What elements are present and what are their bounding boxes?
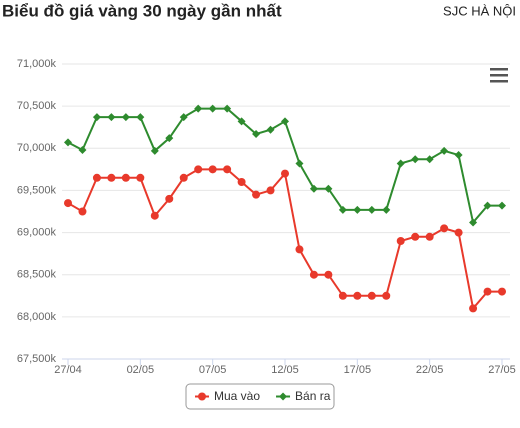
y-tick-label: 70,500k: [17, 100, 57, 112]
point: [498, 287, 506, 296]
point: [121, 173, 130, 182]
point: [194, 104, 203, 113]
point: [121, 113, 130, 122]
point: [266, 125, 275, 134]
point: [237, 117, 246, 126]
point: [324, 270, 333, 279]
point: [382, 291, 391, 300]
point: [136, 113, 145, 122]
point: [454, 151, 463, 160]
point: [411, 232, 420, 241]
point: [165, 194, 174, 203]
point: [295, 245, 304, 254]
menu-bar: [490, 68, 508, 71]
point: [309, 184, 318, 193]
point: [498, 201, 506, 210]
point: [396, 237, 405, 245]
point: [223, 104, 232, 113]
point: [338, 291, 347, 300]
point: [281, 169, 289, 178]
point: [136, 173, 145, 182]
x-tick-label: 17/05: [344, 364, 372, 376]
point: [92, 113, 101, 122]
legend-item[interactable]: Mua vào: [195, 389, 260, 403]
chart-title: Biểu đồ giá vàng 30 ngày gần nhất: [2, 1, 282, 20]
legend-label: Bán ra: [295, 389, 331, 403]
point: [411, 155, 420, 164]
point: [440, 224, 449, 233]
point: [179, 113, 188, 122]
point: [208, 104, 217, 113]
point: [194, 165, 203, 174]
y-tick-label: 70,000k: [17, 142, 57, 154]
legend-box: [185, 383, 335, 410]
point: [78, 207, 87, 216]
y-tick-label: 68,500k: [17, 269, 57, 281]
point: [309, 270, 318, 279]
point: [396, 159, 405, 168]
legend-marker: [279, 392, 288, 401]
y-tick-label: 67,500k: [17, 353, 57, 365]
point: [440, 146, 449, 155]
legend-item[interactable]: Bán ra: [276, 389, 331, 403]
x-tick-label: 27/05: [488, 364, 516, 376]
point: [150, 146, 159, 155]
point: [295, 159, 304, 168]
menu-bar: [490, 74, 508, 77]
point: [179, 173, 188, 182]
point: [223, 165, 232, 174]
menu-bar: [490, 80, 508, 83]
point: [92, 173, 101, 182]
point: [425, 155, 434, 164]
y-tick-label: 69,500k: [17, 184, 57, 196]
point: [64, 138, 72, 147]
point: [165, 134, 174, 143]
point: [454, 228, 463, 237]
point: [237, 178, 246, 186]
point: [425, 232, 434, 241]
point: [107, 173, 116, 182]
y-tick-label: 68,000k: [17, 311, 57, 323]
x-tick-label: 27/04: [54, 364, 82, 376]
point: [208, 165, 217, 174]
x-tick-label: 22/05: [416, 364, 444, 376]
point: [483, 287, 492, 296]
y-tick-label: 71,000k: [17, 58, 57, 70]
point: [469, 218, 478, 227]
point: [469, 304, 478, 313]
point: [281, 117, 289, 126]
point: [78, 145, 87, 154]
legend-label: Mua vào: [214, 389, 260, 403]
point: [353, 291, 362, 300]
point: [107, 113, 116, 122]
x-tick-label: 02/05: [127, 364, 155, 376]
point: [483, 201, 492, 210]
series-line: [67, 107, 502, 225]
menu-button[interactable]: [490, 68, 508, 83]
point: [252, 190, 261, 199]
y-tick-label: 69,000k: [17, 226, 57, 238]
legend-marker: [198, 392, 206, 401]
point: [324, 184, 333, 193]
point: [367, 205, 376, 214]
point: [338, 205, 347, 214]
point: [266, 186, 275, 195]
legend: Mua vào Bán ra: [185, 383, 335, 410]
x-tick-label: 07/05: [199, 364, 227, 376]
point: [367, 291, 376, 300]
chart-subtitle: SJC HÀ NỘI: [443, 3, 516, 18]
x-tick-label: 12/05: [271, 364, 299, 376]
point: [382, 205, 391, 214]
point: [150, 211, 159, 220]
point: [64, 199, 72, 208]
point: [252, 129, 261, 138]
point: [353, 205, 362, 214]
